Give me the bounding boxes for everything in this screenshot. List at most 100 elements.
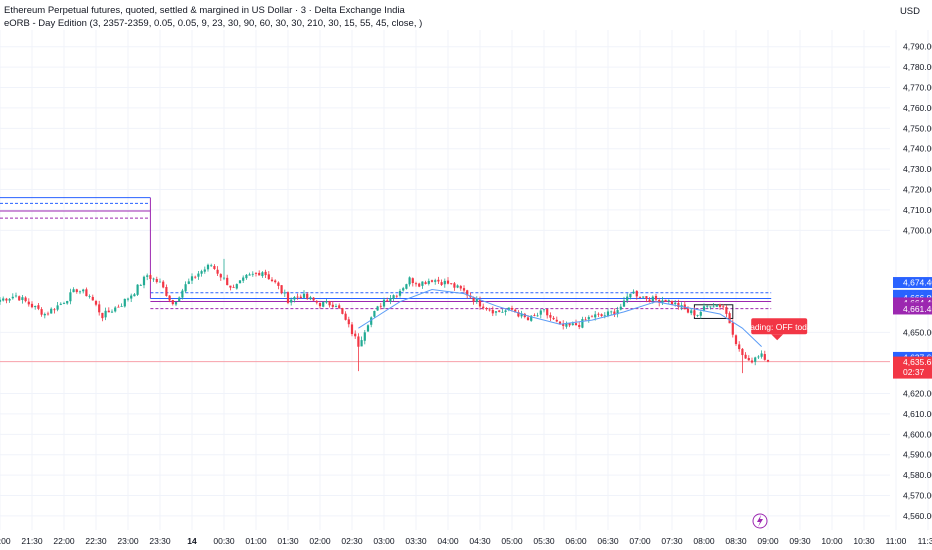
- y-tick-label: 4,600.00: [903, 429, 932, 439]
- candle-body: [654, 296, 658, 300]
- candle-body: [350, 324, 354, 335]
- y-tick-label: 4,620.00: [903, 389, 932, 399]
- candle-body: [219, 274, 222, 278]
- candle-body: [610, 311, 613, 313]
- candle-body: [520, 313, 523, 317]
- x-tick-label: 21:30: [21, 536, 43, 546]
- candle-body: [510, 307, 514, 310]
- annotation-text: Trading: OFF today: [743, 322, 817, 332]
- candle-body: [328, 301, 331, 306]
- candle-body: [2, 298, 5, 301]
- candle-body: [322, 301, 325, 307]
- candle-body: [280, 285, 283, 294]
- candle-body: [421, 281, 424, 286]
- candle-body: [277, 282, 280, 286]
- candle-body: [578, 325, 581, 327]
- candle-body: [670, 300, 674, 305]
- candle-body: [178, 297, 181, 302]
- ema-line: [358, 288, 762, 347]
- x-tick-label: 09:00: [757, 536, 779, 546]
- candle-body: [741, 348, 744, 356]
- candle-body: [459, 286, 462, 289]
- candle-body: [8, 298, 11, 301]
- candle-body: [750, 360, 754, 363]
- candle-body: [414, 283, 418, 285]
- candle-body: [315, 301, 318, 303]
- price-axis[interactable]: 4,790.00 4,780.00 4,770.00 4,760.00 4,750.00…: [903, 42, 932, 521]
- candle-body: [546, 309, 549, 316]
- candle-body: [181, 290, 184, 298]
- candle-body: [149, 275, 152, 279]
- candle-body: [690, 310, 693, 314]
- candle-body: [101, 312, 104, 319]
- candle-body: [603, 315, 606, 317]
- candle-body: [88, 296, 91, 297]
- candle-body: [261, 272, 264, 277]
- candle-body: [763, 354, 766, 360]
- candle-body: [62, 303, 66, 304]
- candle-body: [85, 289, 88, 297]
- currency-label[interactable]: USD: [899, 6, 920, 17]
- x-tick-label: 23:00: [117, 536, 139, 546]
- candle-body: [190, 276, 194, 281]
- x-tick-label: 05:00: [501, 536, 523, 546]
- candle-body: [155, 279, 158, 282]
- candle-body: [475, 298, 478, 302]
- candle-body: [424, 282, 427, 285]
- candle-body: [30, 303, 34, 308]
- candle-body: [754, 357, 757, 362]
- candle-body: [686, 308, 690, 313]
- indicator-legend[interactable]: eORB - Day Edition (3, 2357-2359, 0.05, …: [4, 18, 423, 29]
- candle-body: [702, 306, 706, 312]
- candle-body: [408, 277, 411, 285]
- candle-body: [712, 306, 715, 308]
- candle-body: [715, 304, 718, 307]
- y-tick-label: 4,790.00: [903, 42, 932, 52]
- candle-body: [200, 271, 203, 274]
- y-tick-label: 4,780.00: [903, 62, 932, 72]
- candle-body: [5, 298, 8, 301]
- candle-body: [56, 305, 59, 310]
- price-tag: [893, 277, 932, 289]
- candle-body: [174, 301, 178, 305]
- candle-body: [382, 299, 386, 307]
- lightning-icon[interactable]: [752, 513, 768, 529]
- candle-body: [530, 315, 533, 321]
- candle-body: [46, 313, 50, 315]
- candle-body: [258, 272, 261, 276]
- candle-body: [162, 281, 165, 288]
- candle-body: [296, 296, 299, 298]
- candle-body: [491, 309, 494, 314]
- candle-body: [107, 310, 110, 313]
- candle-body: [197, 273, 200, 277]
- candle-body: [325, 301, 328, 303]
- x-tick-label: 22:30: [85, 536, 107, 546]
- candle-body: [392, 295, 395, 299]
- ema-polyline: [358, 288, 762, 347]
- annotation-pointer: [771, 334, 784, 341]
- candle-body: [443, 280, 446, 285]
- candle-body: [693, 310, 696, 316]
- candle-body: [203, 269, 206, 272]
- candle-body: [434, 280, 437, 282]
- candle-body: [104, 310, 107, 318]
- candle-body: [53, 309, 56, 311]
- x-tick-label: 02:00: [309, 536, 331, 546]
- candle-body: [501, 311, 504, 313]
- y-tick-label: 4,570.00: [903, 491, 932, 501]
- x-tick-label: 06:00: [565, 536, 587, 546]
- candle-body: [142, 276, 146, 286]
- candle-body: [725, 307, 728, 314]
- candle-body: [270, 279, 274, 281]
- y-tick-label: 4,700.00: [903, 225, 932, 235]
- candle-body: [696, 314, 699, 316]
- candle-body: [152, 278, 155, 280]
- time-axis[interactable]: 21:00 21:30 22:00 22:30 23:00 23:30 14 00:30 01:…: [0, 536, 932, 546]
- candle-body: [466, 290, 469, 296]
- candle-body: [82, 289, 85, 292]
- candle-body: [69, 292, 72, 302]
- candle-body: [293, 297, 296, 300]
- candle-body: [584, 319, 587, 321]
- candle-body: [123, 298, 126, 307]
